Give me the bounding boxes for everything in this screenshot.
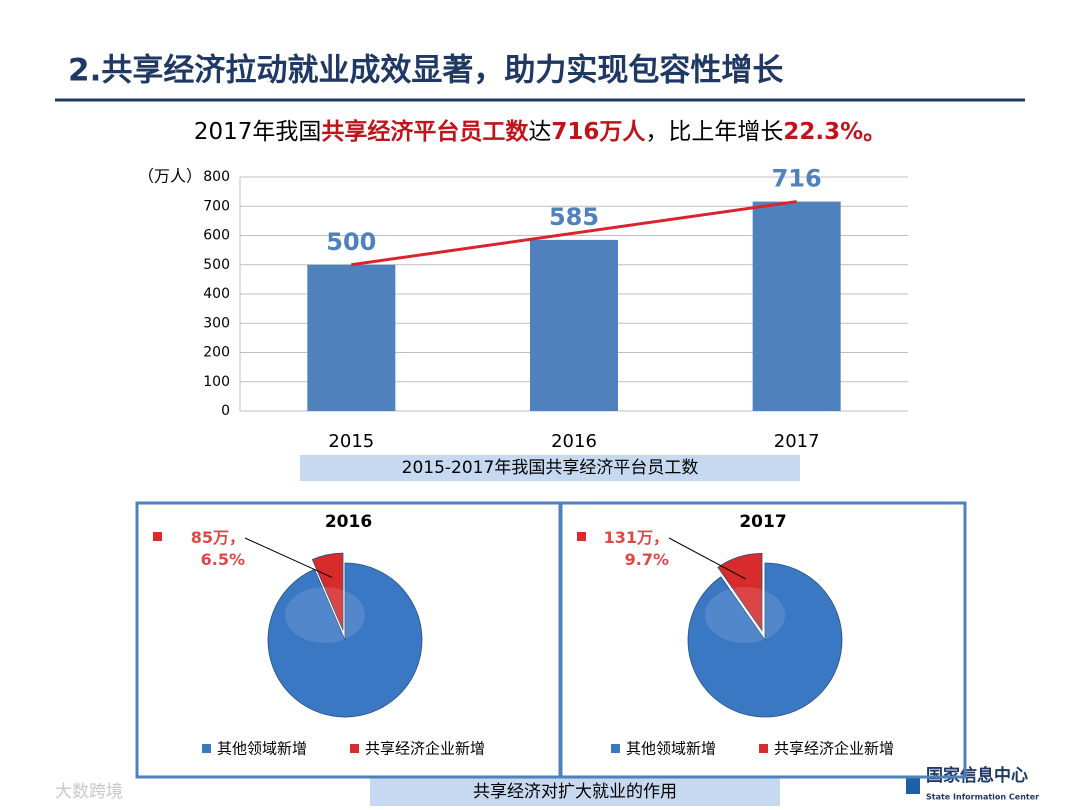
legend-label: 共享经济企业新增 — [365, 740, 485, 758]
logo-subtitle: State Information Center — [926, 793, 1039, 802]
pie-caption: 共享经济对扩大就业的作用 — [473, 782, 677, 802]
y-tick-label: 400 — [203, 286, 230, 302]
y-tick-label: 700 — [203, 198, 230, 214]
pie-slice — [267, 562, 423, 718]
bar — [752, 201, 841, 411]
y-axis-label: （万人） — [138, 167, 202, 186]
pie-panel — [559, 501, 967, 779]
bar — [530, 239, 618, 411]
slide-title: 2.共享经济拉动就业成效显著，助力实现包容性增长 — [68, 53, 783, 89]
legend-swatch — [759, 744, 768, 753]
data-label: 85万，6.5% — [190, 528, 245, 569]
leader-line — [244, 537, 333, 578]
data-label: 716 — [772, 165, 822, 193]
x-tick-label: 2017 — [774, 431, 820, 452]
legend-swatch — [350, 744, 359, 753]
legend-label: 其他领域新增 — [217, 740, 307, 758]
pie-highlight — [285, 587, 365, 643]
logo: 国家信息中心 — [926, 765, 1028, 786]
chart-caption: 2015-2017年我国共享经济平台员工数 — [402, 458, 699, 478]
headline-emphasis: 22.3%。 — [783, 119, 887, 145]
pie-title: 2016 — [325, 512, 372, 532]
data-label: 131万，9.7% — [603, 528, 669, 569]
headline-text: 2017年我国 — [193, 119, 322, 145]
watermark: 大数跨境 — [55, 782, 123, 802]
y-tick-label: 500 — [203, 257, 230, 273]
headline-text: ，比上年增长 — [645, 119, 784, 145]
y-tick-label: 600 — [203, 228, 230, 244]
legend-label: 共享经济企业新增 — [774, 740, 894, 758]
legend-label: 其他领域新增 — [626, 740, 716, 758]
leader-line — [668, 537, 747, 580]
y-tick-label: 0 — [221, 403, 230, 419]
caption-box — [300, 455, 800, 481]
legend-swatch — [202, 744, 211, 753]
label-bullet — [577, 532, 586, 541]
label-bullet — [153, 532, 162, 541]
headline-emphasis: 716万人 — [551, 119, 646, 145]
x-tick-label: 2016 — [551, 431, 597, 452]
pie-slice — [687, 562, 843, 718]
headline: 2017年我国共享经济平台员工数达716万人，比上年增长22.3%。 — [0, 112, 1080, 146]
legend-swatch — [611, 744, 620, 753]
pie-title: 2017 — [739, 512, 786, 532]
y-tick-label: 300 — [203, 315, 230, 331]
trend-line — [351, 200, 797, 267]
caption-box — [370, 778, 780, 806]
pie-slice — [717, 553, 763, 632]
data-label: 585 — [549, 203, 599, 231]
headline-text: 达 — [528, 119, 552, 145]
y-tick-label: 100 — [203, 374, 230, 390]
x-tick-label: 2015 — [328, 431, 374, 452]
pie-highlight — [705, 587, 785, 643]
y-tick-label: 200 — [203, 345, 230, 361]
data-label: 500 — [326, 228, 376, 256]
logo-mark — [906, 776, 920, 794]
y-tick-label: 800 — [203, 169, 230, 185]
headline-emphasis: 共享经济平台员工数 — [321, 119, 529, 145]
bar — [307, 264, 396, 411]
